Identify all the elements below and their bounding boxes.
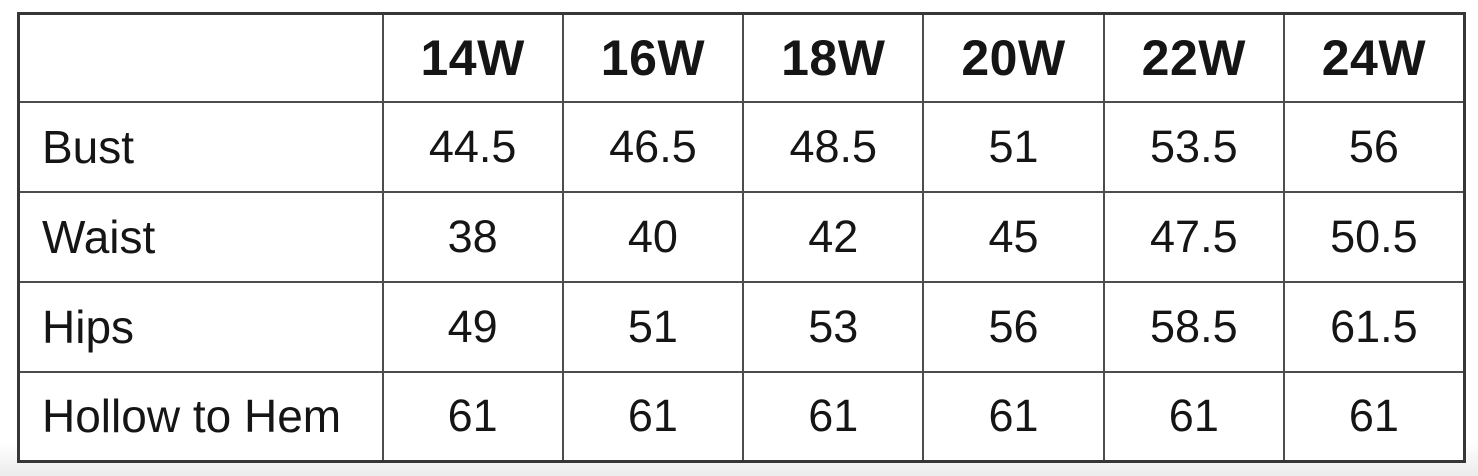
waist-value-16w: 40 bbox=[561, 190, 745, 283]
bust-value-18w: 48.5 bbox=[742, 100, 925, 193]
size-column-header-16w: 16W bbox=[561, 12, 745, 103]
hollow-to-hem-value-22w: 61 bbox=[1102, 370, 1285, 463]
waist-value-18w: 42 bbox=[742, 190, 925, 283]
size-header-row: 14W 16W 18W 20W 22W 24W bbox=[17, 12, 1466, 103]
bust-value-22w: 53.5 bbox=[1102, 100, 1285, 193]
hips-value-20w: 56 bbox=[922, 280, 1105, 373]
hips-value-16w: 51 bbox=[561, 280, 745, 373]
hollow-to-hem-value-24w: 61 bbox=[1282, 370, 1466, 463]
bust-value-24w: 56 bbox=[1282, 100, 1466, 193]
row-label-hips: Hips bbox=[17, 280, 384, 373]
bust-value-16w: 46.5 bbox=[561, 100, 745, 193]
waist-value-20w: 45 bbox=[922, 190, 1105, 283]
measurement-row-hips: Hips 49 51 53 56 58.5 61.5 bbox=[17, 280, 1466, 373]
waist-value-24w: 50.5 bbox=[1282, 190, 1466, 283]
row-label-waist: Waist bbox=[17, 190, 384, 283]
hollow-to-hem-value-20w: 61 bbox=[922, 370, 1105, 463]
hips-value-22w: 58.5 bbox=[1102, 280, 1285, 373]
measurement-row-bust: Bust 44.5 46.5 48.5 51 53.5 56 bbox=[17, 100, 1466, 193]
row-label-bust: Bust bbox=[17, 100, 384, 193]
size-column-header-20w: 20W bbox=[922, 12, 1105, 103]
size-column-header-18w: 18W bbox=[742, 12, 925, 103]
hips-value-14w: 49 bbox=[381, 280, 564, 373]
corner-cell bbox=[17, 12, 384, 103]
measurement-row-hollow-to-hem: Hollow to Hem 61 61 61 61 61 61 bbox=[17, 370, 1466, 463]
hollow-to-hem-value-18w: 61 bbox=[742, 370, 925, 463]
size-column-header-14w: 14W bbox=[381, 12, 564, 103]
bust-value-20w: 51 bbox=[922, 100, 1105, 193]
hips-value-18w: 53 bbox=[742, 280, 925, 373]
hollow-to-hem-value-14w: 61 bbox=[381, 370, 564, 463]
hips-value-24w: 61.5 bbox=[1282, 280, 1466, 373]
row-label-hollow-to-hem: Hollow to Hem bbox=[17, 370, 384, 463]
size-column-header-24w: 24W bbox=[1282, 12, 1466, 103]
size-chart-table: 14W 16W 18W 20W 22W 24W Bust 44.5 46.5 4… bbox=[17, 12, 1466, 463]
measurement-row-waist: Waist 38 40 42 45 47.5 50.5 bbox=[17, 190, 1466, 283]
waist-value-22w: 47.5 bbox=[1102, 190, 1285, 283]
size-column-header-22w: 22W bbox=[1102, 12, 1285, 103]
bust-value-14w: 44.5 bbox=[381, 100, 564, 193]
hollow-to-hem-value-16w: 61 bbox=[561, 370, 745, 463]
waist-value-14w: 38 bbox=[381, 190, 564, 283]
